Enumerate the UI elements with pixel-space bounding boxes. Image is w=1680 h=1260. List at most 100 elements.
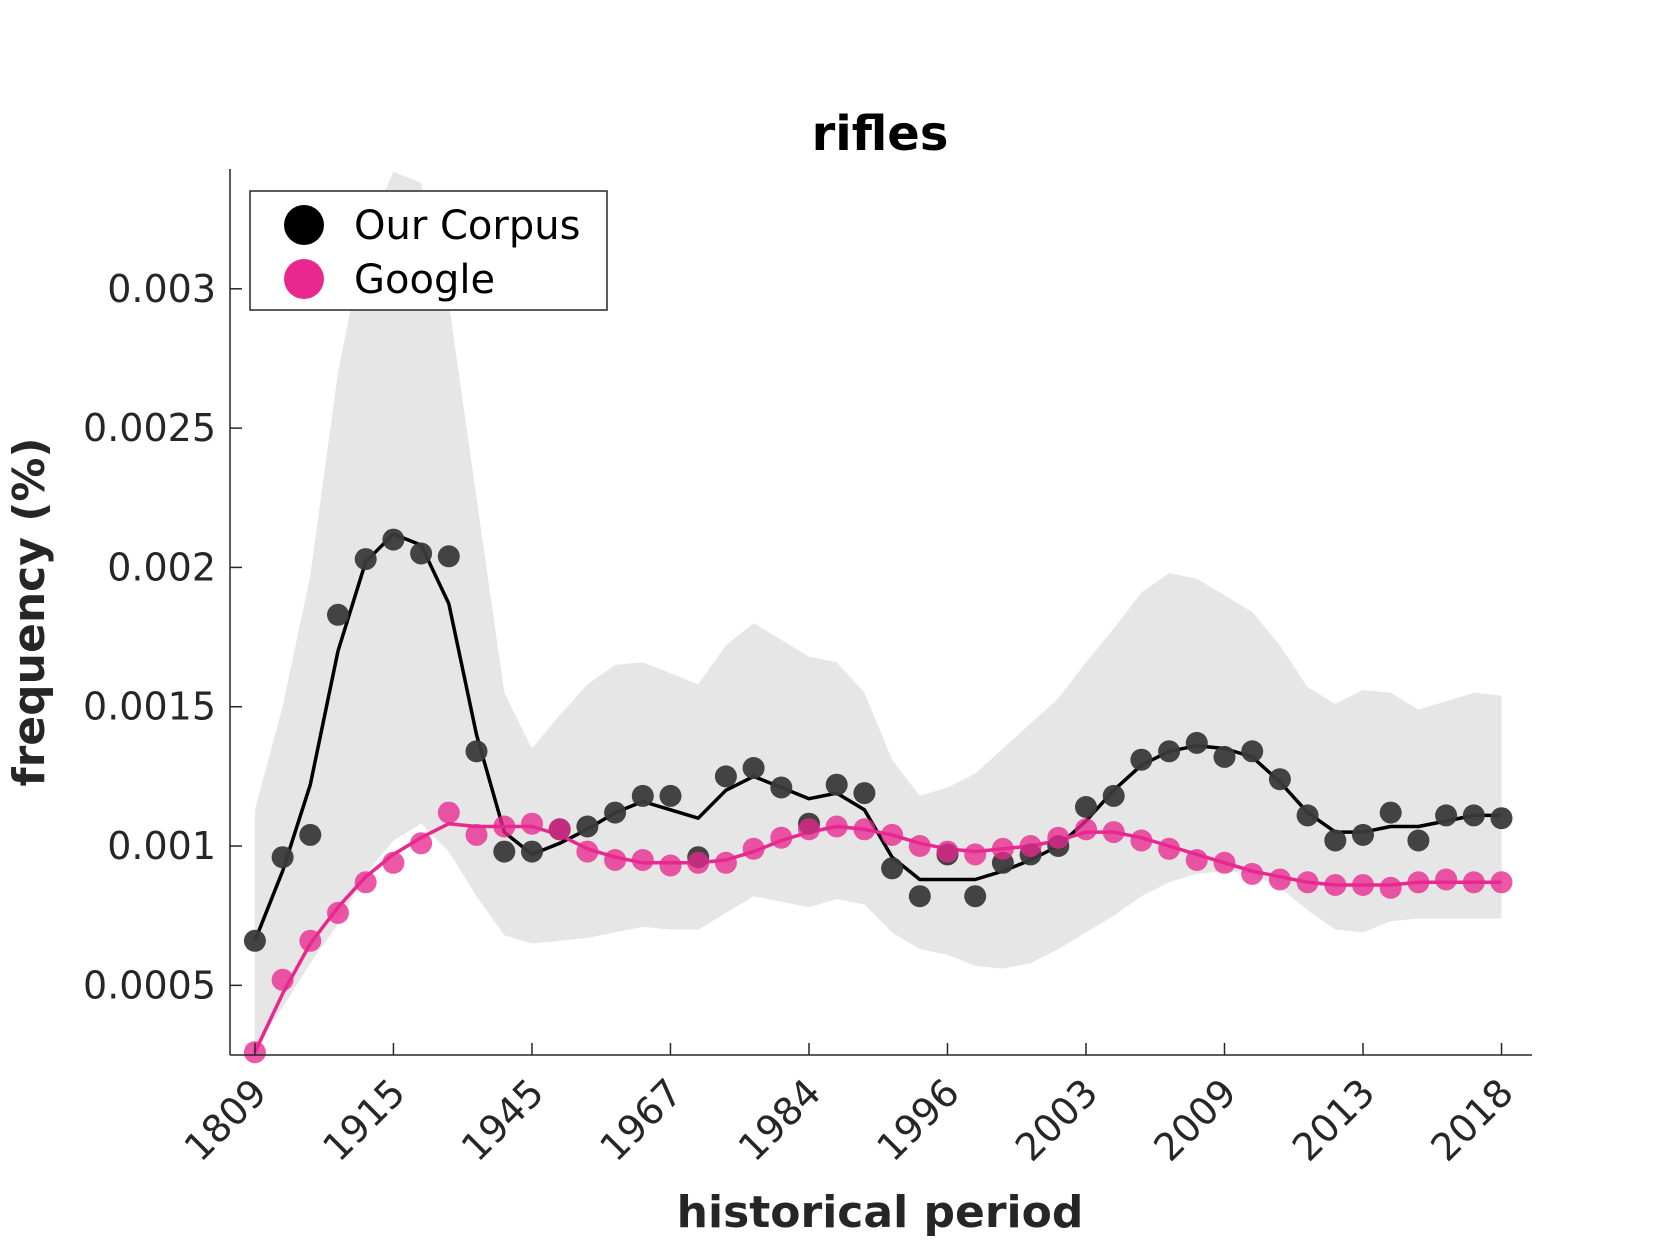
google-point — [465, 823, 488, 846]
google-point — [1324, 874, 1347, 896]
google-point — [770, 826, 793, 849]
our-corpus-point — [1407, 829, 1430, 852]
google-point — [493, 815, 516, 838]
our-corpus-point — [1075, 796, 1097, 818]
google-point — [1158, 837, 1181, 860]
our-corpus-point — [853, 782, 876, 805]
legend-marker-our-corpus — [284, 205, 324, 245]
google-point — [1075, 818, 1097, 841]
y-tick-label: 0.0005 — [83, 963, 216, 1007]
our-corpus-point — [1490, 807, 1513, 830]
our-corpus-point — [410, 542, 433, 565]
google-point — [576, 840, 599, 863]
our-corpus-point — [1158, 740, 1181, 763]
google-point — [1352, 874, 1374, 896]
chart-title: rifles — [812, 106, 949, 162]
google-point — [936, 840, 959, 863]
our-corpus-point — [908, 885, 931, 908]
our-corpus-point — [493, 840, 516, 863]
data-point-layer — [243, 528, 1513, 1064]
google-point — [714, 851, 737, 874]
google-point — [1019, 835, 1042, 857]
google-point — [825, 815, 848, 838]
our-corpus-point — [1324, 829, 1347, 852]
our-corpus-point — [1102, 784, 1125, 807]
our-corpus-point — [1213, 745, 1236, 768]
google-point — [382, 851, 405, 874]
y-tick-label: 0.0015 — [83, 685, 216, 729]
google-point — [271, 968, 294, 991]
google-point — [1185, 849, 1208, 871]
y-axis-title: frequency (%) — [4, 437, 55, 786]
google-point — [1407, 871, 1430, 894]
our-corpus-point — [576, 815, 599, 838]
our-corpus-point — [881, 857, 904, 880]
google-point — [548, 818, 571, 841]
google-point — [631, 849, 654, 871]
y-tick-label: 0.002 — [107, 545, 216, 589]
our-corpus-point — [770, 776, 793, 799]
google-point — [881, 823, 904, 846]
google-point — [299, 929, 322, 952]
our-corpus-point — [1130, 748, 1153, 771]
our-corpus-point — [437, 545, 460, 568]
our-corpus-point — [1296, 804, 1319, 827]
google-point — [742, 837, 765, 860]
google-point — [354, 871, 377, 894]
our-corpus-point — [521, 840, 543, 863]
google-point — [1435, 868, 1458, 891]
y-tick-label: 0.0025 — [83, 406, 216, 450]
our-corpus-point — [631, 784, 654, 807]
google-point — [798, 818, 820, 841]
google-point — [1241, 862, 1264, 885]
legend-label-google: Google — [354, 257, 495, 303]
google-point — [1130, 829, 1153, 852]
google-point — [327, 901, 349, 924]
google-point — [1102, 821, 1125, 844]
google-point — [964, 843, 987, 866]
our-corpus-point — [1462, 804, 1485, 827]
legend: Our Corpus Google — [249, 190, 608, 311]
our-corpus-point — [742, 757, 765, 779]
our-corpus-point — [1435, 804, 1458, 827]
series-google-points — [243, 801, 1513, 1064]
google-point — [1462, 871, 1485, 894]
our-corpus-point — [299, 823, 322, 846]
x-axis-title: historical period — [677, 1187, 1084, 1238]
legend-label-our-corpus: Our Corpus — [354, 203, 580, 249]
google-point — [1296, 871, 1319, 894]
series-our-corpus-points — [243, 528, 1513, 952]
google-point — [659, 854, 682, 877]
google-point — [853, 818, 876, 841]
google-point — [1379, 876, 1402, 899]
trend-line-layer — [253, 532, 1502, 1053]
our-corpus-point — [964, 885, 987, 908]
google-point — [604, 849, 627, 871]
google-point — [1490, 871, 1513, 894]
our-corpus-point — [1379, 801, 1402, 824]
our-corpus-point — [1185, 731, 1208, 754]
our-corpus-point — [243, 929, 266, 952]
google-point — [1213, 851, 1236, 874]
our-corpus-point — [271, 846, 294, 869]
our-corpus-point — [354, 548, 377, 571]
google-point — [1047, 826, 1070, 849]
our-corpus-point — [659, 784, 682, 807]
our-corpus-point — [465, 740, 488, 763]
google-point — [437, 801, 460, 824]
our-corpus-point — [714, 765, 737, 788]
our-corpus-point — [604, 801, 627, 824]
google-point — [908, 835, 931, 857]
trend-line-google — [253, 821, 1502, 1053]
google-point — [521, 812, 543, 835]
google-point — [991, 837, 1014, 860]
google-point — [410, 832, 433, 855]
google-point — [687, 851, 710, 874]
y-tick-label: 0.003 — [107, 267, 216, 311]
google-point — [1268, 868, 1291, 891]
our-corpus-point — [1241, 740, 1264, 763]
our-corpus-point — [1268, 768, 1291, 791]
legend-marker-google — [284, 259, 324, 299]
y-tick-label: 0.001 — [107, 824, 216, 868]
